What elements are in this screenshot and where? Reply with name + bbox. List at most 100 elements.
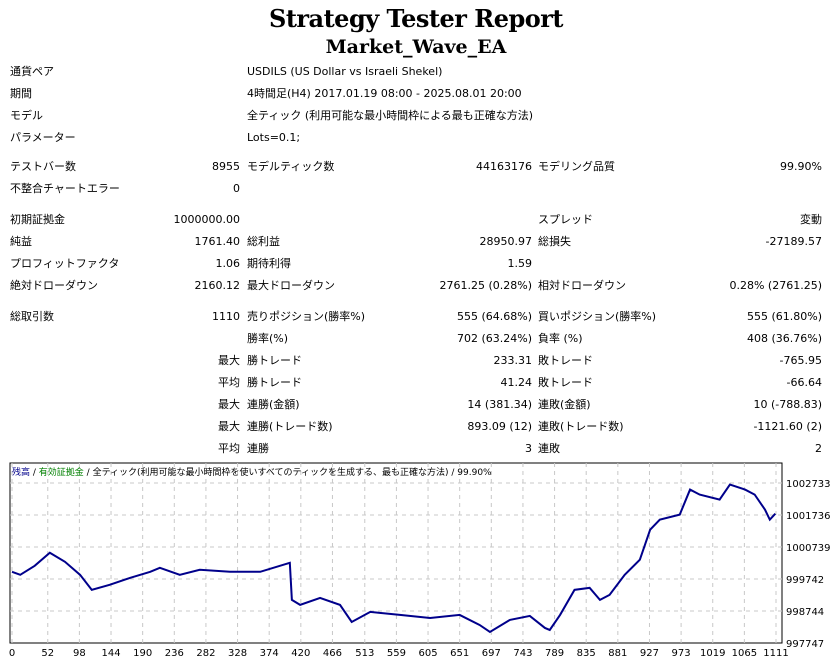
stat-sp-l: 売りポジション(勝率%) [247, 310, 366, 323]
stat-spread: 変動 [800, 213, 822, 226]
legend-entry: / [84, 468, 93, 478]
stat-al-l: 敗トレード [538, 376, 593, 389]
stat-acl-l: 連敗 [538, 442, 560, 455]
stat-spread-l: スプレッド [538, 213, 593, 226]
params-label: パラメーター [10, 131, 76, 144]
stat-ep-l: 期待利得 [247, 257, 291, 270]
x-tick-label: 697 [482, 648, 501, 659]
x-tick-label: 236 [165, 648, 184, 659]
x-tick-label: 1111 [763, 648, 788, 659]
stat-wr-l: 勝率(%) [247, 332, 289, 345]
x-tick-label: 144 [101, 648, 120, 659]
x-tick-label: 835 [577, 648, 596, 659]
stat-acw: 3 [525, 442, 532, 455]
stat-ticks: 44163176 [476, 160, 532, 173]
balance-line [11, 483, 777, 634]
stat-gl: -27189.57 [765, 235, 822, 248]
legend-entry: 全ティック(利用可能な最小時間枠を使いすべてのティックを生成する、最も正確な方法… [93, 466, 449, 478]
stat-add-l: 絶対ドローダウン [10, 279, 98, 292]
y-tick-label: 1002733 [786, 479, 831, 490]
stat-tt: 1110 [212, 310, 240, 323]
x-tick-label: 420 [291, 648, 310, 659]
stat-avg: 平均 [218, 376, 240, 389]
legend-entry: 有効証拠金 [39, 466, 84, 478]
stat-bars: 8955 [212, 160, 240, 173]
stat-pf: 1.06 [215, 257, 241, 270]
stat-mdd: 2761.25 (0.28%) [439, 279, 532, 292]
stat-bars-l: テストバー数 [10, 160, 76, 173]
stat-err-l: 不整合チャートエラー [10, 182, 120, 195]
chart-legend: 残高 / 有効証拠金 / 全ティック(利用可能な最小時間枠を使いすべてのティック… [12, 466, 492, 478]
stat-mcwp: 893.09 (12) [467, 420, 532, 433]
x-tick-label: 0 [9, 648, 15, 659]
x-tick-label: 98 [73, 648, 86, 659]
x-tick-label: 605 [418, 648, 437, 659]
stat-mclp: -1121.60 (2) [753, 420, 822, 433]
symbol-label: 通貨ペア [10, 65, 54, 78]
stat-ll-l: 敗トレード [538, 354, 593, 367]
stat-gp: 28950.97 [479, 235, 533, 248]
stat-net-l: 純益 [10, 235, 32, 248]
stat-lr: 408 (36.76%) [746, 332, 822, 345]
stat-dep-l: 初期証拠金 [10, 213, 65, 226]
stat-mdd-l: 最大ドローダウン [247, 279, 335, 292]
y-tick-label: 999742 [786, 575, 824, 586]
stat-quality: 99.90% [780, 160, 822, 173]
period-label: 期間 [10, 87, 32, 100]
model-value: 全ティック (利用可能な最小時間枠による最も正確な方法) [247, 109, 534, 122]
x-tick-label: 374 [260, 648, 279, 659]
stat-err: 0 [233, 182, 240, 195]
x-tick-label: 190 [133, 648, 152, 659]
stat-al: -66.64 [786, 376, 822, 389]
x-tick-label: 513 [355, 648, 374, 659]
stat-mcw-l: 連勝(金額) [247, 398, 300, 411]
stat-net: 1761.40 [194, 235, 241, 248]
legend-entry: / [449, 468, 458, 478]
legend-entry: 残高 [12, 466, 30, 478]
stat-mcw: 14 (381.34) [467, 398, 532, 411]
x-tick-label: 282 [196, 648, 215, 659]
stat-gl-l: 総損失 [538, 235, 571, 248]
stat-acl: 2 [815, 442, 822, 455]
ea-name: Market_Wave_EA [325, 36, 507, 58]
period-value: 4時間足(H4) 2017.01.19 08:00 - 2025.08.01 2… [247, 87, 522, 100]
x-tick-label: 1065 [732, 648, 757, 659]
y-tick-label: 998744 [786, 607, 824, 618]
stat-pf-l: プロフィットファクタ [10, 257, 120, 270]
stat-max: 最大 [218, 354, 240, 367]
stat-quality-l: モデリング品質 [538, 160, 615, 173]
stat-dep: 1000000.00 [173, 213, 240, 226]
x-tick-label: 973 [672, 648, 691, 659]
stat-max: 最大 [218, 398, 240, 411]
model-label: モデル [10, 109, 43, 122]
stat-wr: 702 (63.24%) [456, 332, 532, 345]
legend-entry: / [30, 468, 39, 478]
stat-aw: 41.24 [500, 376, 533, 389]
x-tick-label: 651 [450, 648, 469, 659]
params-value: Lots=0.1; [247, 131, 301, 144]
y-tick-label: 1000739 [786, 543, 831, 554]
stat-ll: -765.95 [779, 354, 822, 367]
y-tick-label: 997747 [786, 639, 824, 650]
stat-lp-l: 買いポジション(勝率%) [538, 310, 657, 323]
stat-lw: 233.31 [493, 354, 533, 367]
stat-acw-l: 連勝 [247, 442, 269, 455]
stat-tt-l: 総取引数 [10, 310, 54, 323]
x-tick-label: 328 [228, 648, 247, 659]
balance-chart: 997747 998744 999742 1000739 1001736 1002733 0… [9, 462, 831, 659]
x-tick-label: 789 [545, 648, 564, 659]
stat-mcl: 10 (-788.83) [753, 398, 822, 411]
x-tick-label: 743 [513, 648, 532, 659]
report-title: Strategy Tester Report [268, 4, 564, 33]
stat-mclp-l: 連敗(トレード数) [538, 420, 624, 433]
stat-lp: 555 (61.80%) [746, 310, 822, 323]
stat-ep: 1.59 [507, 257, 533, 270]
y-tick-label: 1001736 [786, 511, 831, 522]
stat-sp: 555 (64.68%) [456, 310, 532, 323]
x-tick-label: 881 [608, 648, 627, 659]
stat-max: 最大 [218, 420, 240, 433]
stat-gp-l: 総利益 [247, 235, 280, 248]
symbol-value: USDILS (US Dollar vs Israeli Shekel) [247, 65, 443, 78]
x-tick-label: 466 [323, 648, 342, 659]
x-tick-label: 1019 [700, 648, 725, 659]
